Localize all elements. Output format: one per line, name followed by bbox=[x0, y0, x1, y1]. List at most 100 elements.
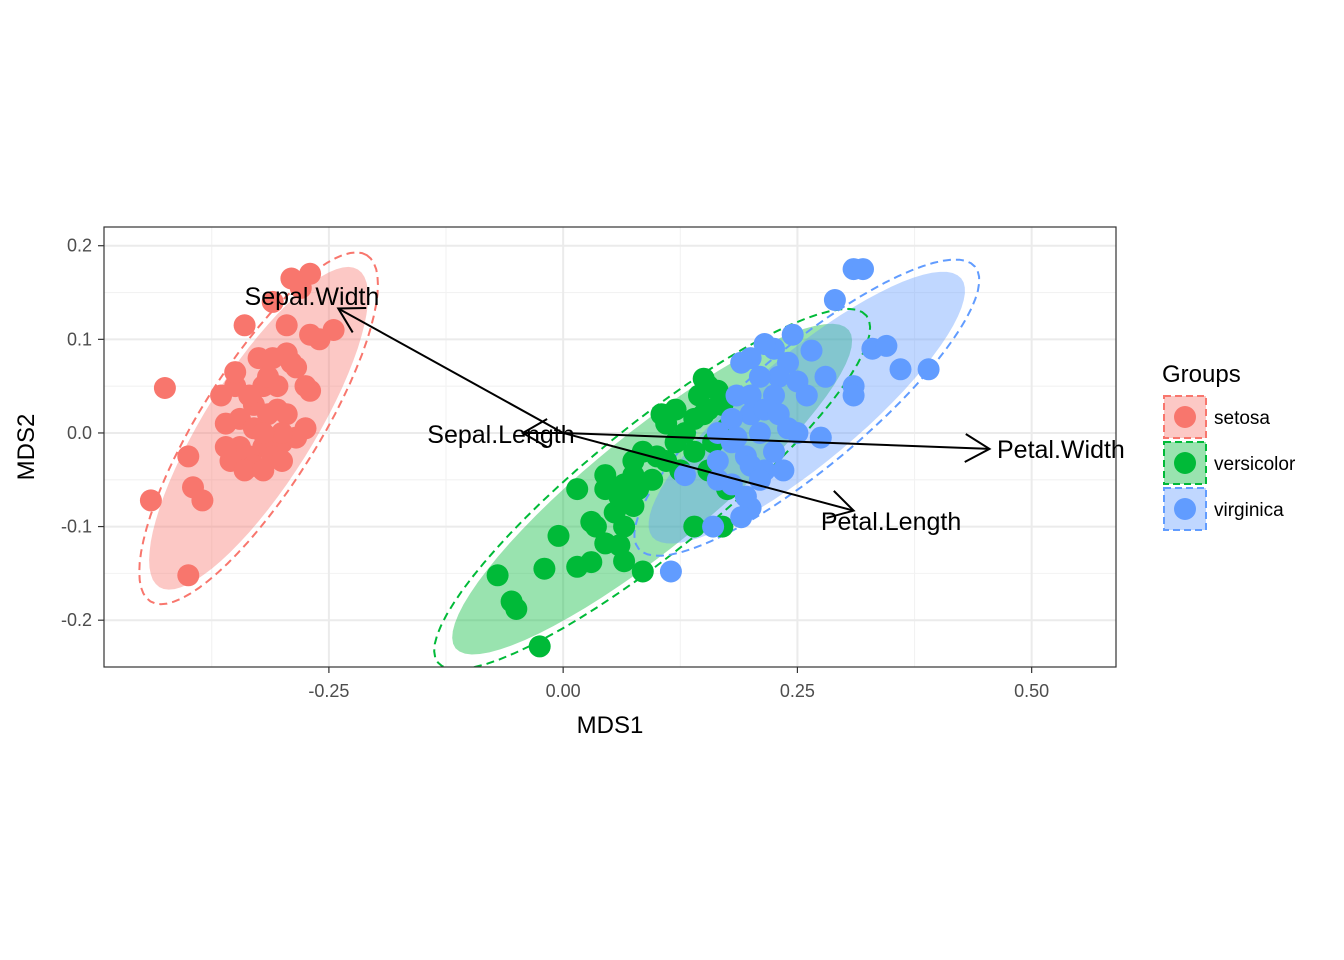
point-virginica bbox=[706, 450, 729, 472]
vector-label: Sepal.Width bbox=[245, 283, 380, 311]
point-setosa bbox=[257, 403, 279, 426]
legend-label-versicolor: versicolor bbox=[1214, 454, 1296, 475]
point-virginica bbox=[748, 468, 771, 491]
point-setosa bbox=[238, 384, 261, 407]
point-virginica bbox=[781, 323, 804, 346]
y-tick-label: 0.1 bbox=[67, 329, 92, 349]
point-virginica bbox=[725, 384, 748, 407]
point-setosa bbox=[261, 290, 284, 313]
point-versicolor bbox=[664, 398, 687, 421]
point-setosa bbox=[252, 422, 275, 444]
point-virginica bbox=[734, 485, 757, 508]
x-tick-label: -0.25 bbox=[308, 681, 349, 701]
point-virginica bbox=[772, 459, 795, 482]
grid-lines bbox=[104, 227, 1116, 667]
point-setosa bbox=[210, 384, 233, 407]
y-tick-label: -0.1 bbox=[61, 517, 92, 537]
point-versicolor bbox=[580, 551, 603, 574]
point-versicolor bbox=[533, 557, 556, 580]
legend: Groups setosa versicolor virginica bbox=[1162, 361, 1296, 531]
point-setosa bbox=[289, 276, 312, 299]
legend-label-setosa: setosa bbox=[1214, 408, 1270, 429]
y-tick-label: 0.0 bbox=[67, 423, 92, 443]
point-setosa bbox=[214, 436, 237, 458]
point-virginica bbox=[730, 351, 753, 374]
vector-petal-width bbox=[563, 431, 990, 450]
point-setosa bbox=[177, 445, 200, 468]
legend-point-virginica bbox=[1174, 498, 1196, 520]
variable-vectors bbox=[336, 306, 992, 519]
point-versicolor bbox=[594, 464, 617, 487]
point-setosa bbox=[285, 356, 308, 379]
y-axis-title: MDS2 bbox=[13, 414, 40, 481]
point-setosa bbox=[275, 403, 298, 426]
x-tick-label: 0.00 bbox=[546, 681, 581, 701]
point-virginica bbox=[786, 422, 809, 444]
x-tick-label: 0.50 bbox=[1014, 681, 1049, 701]
point-virginica bbox=[795, 384, 818, 407]
point-virginica bbox=[767, 365, 790, 388]
vector-arrowhead bbox=[336, 306, 367, 333]
legend-label-virginica: virginica bbox=[1214, 500, 1284, 521]
vector-arrowhead bbox=[826, 490, 856, 519]
ellipse-outline-versicolor bbox=[433, 307, 872, 667]
point-versicolor bbox=[505, 598, 528, 620]
x-axis-ticks: -0.25 0.00 0.25 0.50 bbox=[308, 667, 1049, 701]
point-virginica bbox=[800, 339, 823, 362]
point-versicolor bbox=[641, 468, 664, 491]
point-virginica bbox=[875, 334, 898, 357]
point-virginica bbox=[852, 258, 874, 281]
legend-title: Groups bbox=[1162, 361, 1241, 388]
point-setosa bbox=[224, 361, 247, 384]
point-virginica bbox=[763, 440, 785, 463]
point-versicolor bbox=[683, 440, 706, 463]
y-axis-ticks: 0.2 0.1 0.0 -0.1 -0.2 bbox=[61, 236, 104, 630]
point-virginica bbox=[720, 407, 743, 430]
point-virginica bbox=[889, 358, 912, 381]
point-setosa bbox=[191, 489, 214, 512]
point-setosa bbox=[275, 314, 298, 337]
vector-arrowhead bbox=[520, 418, 548, 448]
point-virginica bbox=[814, 365, 837, 388]
point-setosa bbox=[233, 314, 256, 337]
vector-arrowhead bbox=[964, 433, 992, 463]
plot-border bbox=[103, 226, 1117, 668]
y-tick-label: 0.2 bbox=[67, 236, 92, 256]
point-setosa bbox=[214, 412, 237, 435]
point-setosa bbox=[271, 422, 293, 444]
point-virginica bbox=[702, 515, 725, 538]
vector-label: Petal.Width bbox=[997, 436, 1125, 464]
point-virginica bbox=[748, 422, 771, 444]
point-virginica bbox=[823, 289, 846, 311]
point-setosa bbox=[261, 347, 284, 370]
point-versicolor bbox=[692, 403, 715, 426]
point-setosa bbox=[233, 459, 256, 482]
point-setosa bbox=[153, 377, 176, 399]
point-virginica bbox=[917, 358, 940, 381]
point-versicolor bbox=[608, 534, 631, 557]
point-setosa bbox=[257, 365, 279, 388]
point-setosa bbox=[177, 564, 200, 587]
point-versicolor bbox=[486, 564, 509, 587]
point-setosa bbox=[294, 375, 317, 398]
legend-point-setosa bbox=[1174, 406, 1196, 428]
vector-label: Sepal.Length bbox=[427, 421, 574, 449]
vector-sepal-width bbox=[337, 307, 564, 434]
point-virginica bbox=[730, 506, 753, 529]
point-virginica bbox=[725, 426, 748, 449]
point-virginica bbox=[809, 426, 832, 449]
point-setosa bbox=[252, 459, 275, 482]
point-virginica bbox=[659, 560, 682, 583]
point-versicolor bbox=[683, 515, 706, 538]
point-versicolor bbox=[645, 445, 668, 468]
point-setosa bbox=[139, 489, 162, 512]
point-versicolor bbox=[528, 635, 551, 658]
point-virginica bbox=[842, 384, 865, 407]
vector-petal-length bbox=[562, 431, 854, 512]
ellipse-outline-setosa bbox=[138, 251, 379, 606]
vector-labels: Sepal.Width Sepal.Length Petal.Width Petal.… bbox=[245, 283, 1125, 536]
vector-label: Petal.Length bbox=[821, 508, 961, 536]
point-versicolor bbox=[566, 478, 589, 501]
y-tick-label: -0.2 bbox=[61, 610, 92, 630]
